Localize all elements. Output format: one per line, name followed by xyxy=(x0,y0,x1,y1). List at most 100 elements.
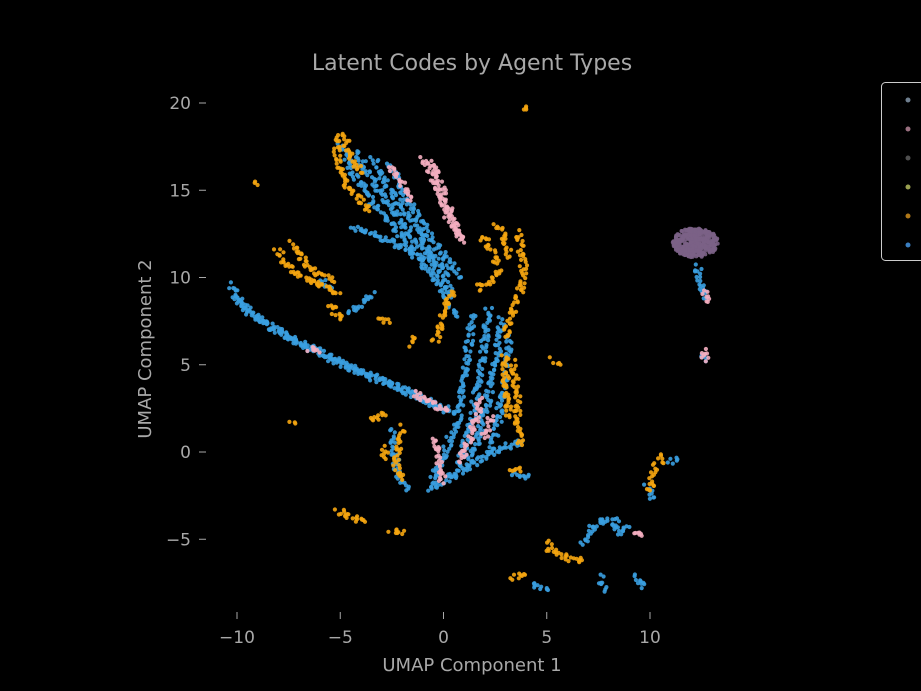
series-0-point xyxy=(694,274,699,280)
series-0-point xyxy=(383,194,388,199)
series-0-point xyxy=(635,581,641,586)
cluster-point xyxy=(688,229,693,234)
series-2-point xyxy=(475,403,480,408)
series-2-point xyxy=(703,346,709,352)
x-tick-label: 10 xyxy=(639,628,661,648)
cluster-point xyxy=(706,240,711,244)
series-0-point xyxy=(467,322,472,327)
cluster-point xyxy=(703,246,708,251)
cluster-point xyxy=(711,247,716,252)
series-0-point xyxy=(401,197,406,202)
series-0-point xyxy=(491,446,496,451)
series-0-point xyxy=(426,229,431,234)
series-0-point xyxy=(605,518,610,523)
series-1-point xyxy=(397,450,402,455)
series-2-point xyxy=(702,288,707,293)
series-0-point xyxy=(614,516,620,521)
series-1-point xyxy=(393,468,398,473)
series-1-point xyxy=(509,321,514,326)
series-0-point xyxy=(279,327,285,332)
series-0-point xyxy=(480,458,485,463)
series-1-point xyxy=(358,170,363,175)
series-0-point xyxy=(493,351,498,356)
series-0-point xyxy=(336,359,341,364)
series-0-point xyxy=(488,400,493,405)
series-0-point xyxy=(642,482,647,487)
cluster-point xyxy=(679,250,684,255)
series-0-point xyxy=(404,488,409,493)
series-1-point xyxy=(311,278,317,283)
series-1-point xyxy=(350,516,355,521)
series-0-point xyxy=(460,466,465,471)
series-2-point xyxy=(477,408,482,413)
series-1-point xyxy=(516,438,522,443)
series-2-point xyxy=(443,187,448,193)
series-1-point xyxy=(518,408,523,414)
series-0-point xyxy=(486,389,491,394)
series-0-point xyxy=(615,532,621,537)
cluster-point xyxy=(697,235,702,240)
series-2-point xyxy=(312,348,317,353)
cluster-point xyxy=(686,236,691,241)
series-2-point xyxy=(415,392,420,397)
series-1-point xyxy=(449,289,454,294)
series-1-point xyxy=(546,548,551,553)
series-2-point xyxy=(398,179,403,184)
cluster-point xyxy=(676,247,681,252)
series-0-point xyxy=(257,319,262,325)
series-0-point xyxy=(591,524,596,529)
series-0-point xyxy=(438,243,443,248)
x-tick-label: −5 xyxy=(328,628,353,648)
series-0-point xyxy=(441,444,446,449)
series-1-point xyxy=(338,159,343,164)
series-0-point xyxy=(393,193,399,198)
series-0-point xyxy=(467,467,473,472)
series-0-point xyxy=(251,310,256,315)
series-0-point xyxy=(373,177,378,182)
series-1-point xyxy=(435,324,440,329)
series-0-point xyxy=(647,492,652,497)
series-0-point xyxy=(469,342,474,347)
series-1-point xyxy=(330,306,336,311)
series-0-point xyxy=(400,207,405,212)
series-1-point xyxy=(478,238,483,243)
series-1-point xyxy=(504,355,509,360)
series-0-point xyxy=(446,279,451,285)
series-0-point xyxy=(434,260,439,265)
series-1-point xyxy=(333,137,338,142)
series-0-point xyxy=(366,193,372,198)
series-0-point xyxy=(268,327,273,332)
series-1-point xyxy=(507,254,512,259)
series-0-point xyxy=(390,205,395,210)
series-1-point xyxy=(515,384,521,389)
series-1-point xyxy=(513,363,518,368)
series-0-point xyxy=(420,245,425,250)
series-1-point xyxy=(521,243,526,248)
series-2-point xyxy=(405,198,410,203)
series-1-point xyxy=(333,313,338,318)
series-1-point xyxy=(513,467,518,472)
series-0-point xyxy=(472,460,477,465)
series-0-point xyxy=(432,266,437,271)
series-0-point xyxy=(425,233,430,238)
series-2-point xyxy=(448,212,453,217)
series-1-point xyxy=(499,353,504,358)
series-1-point xyxy=(517,571,522,576)
series-2-point xyxy=(409,195,414,200)
series-0-point xyxy=(509,340,514,345)
series-1-point xyxy=(515,424,521,430)
series-1-point xyxy=(347,154,353,159)
series-1-point xyxy=(478,287,483,292)
series-0-point xyxy=(461,394,466,399)
series-0-point xyxy=(392,440,398,445)
series-0-point xyxy=(374,165,379,170)
series-2-point xyxy=(411,394,416,399)
series-0-point xyxy=(384,200,389,205)
series-1-point xyxy=(358,163,364,169)
series-0-point xyxy=(364,294,369,299)
series-1-point xyxy=(503,370,509,375)
series-0-point xyxy=(326,359,331,364)
series-2-point xyxy=(704,351,710,356)
cluster-point xyxy=(706,234,711,239)
series-1-point xyxy=(513,295,518,301)
